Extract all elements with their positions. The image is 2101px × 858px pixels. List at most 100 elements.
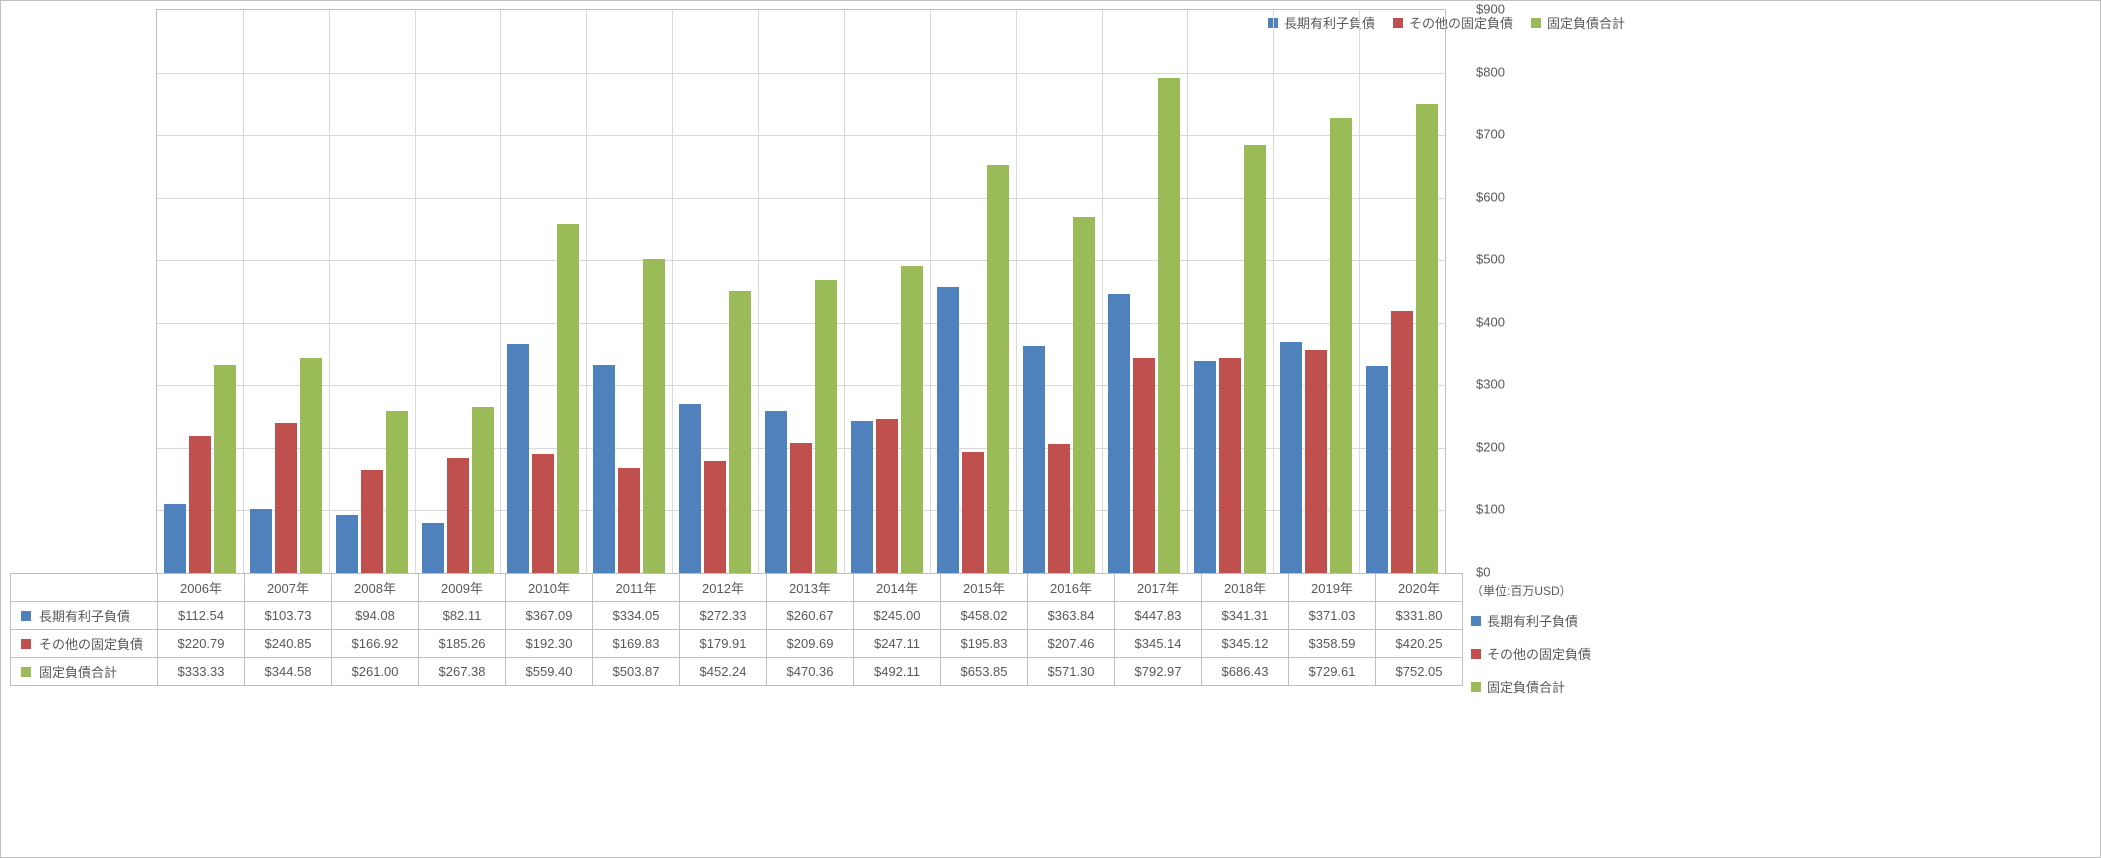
bar: [1280, 342, 1302, 574]
legend-item: 固定負債合計: [1531, 13, 1625, 32]
y-axis-unit-label: （単位:百万USD）: [1471, 582, 1572, 599]
table-cell: $179.91: [680, 630, 767, 658]
legend-item: 長期有利子負債: [1471, 611, 1591, 630]
data-table: 2006年2007年2008年2009年2010年2011年2012年2013年…: [10, 573, 1463, 686]
category-separator: [672, 10, 673, 574]
table-cell: $195.83: [941, 630, 1028, 658]
legend-swatch: [1471, 649, 1481, 659]
y-tick-label: $500: [1476, 252, 1536, 267]
bar: [987, 165, 1009, 574]
legend-swatch: [1471, 682, 1481, 692]
bar: [815, 280, 837, 574]
bars-layer: [157, 10, 1445, 574]
y-tick-label: $100: [1476, 502, 1536, 517]
bar: [532, 454, 554, 574]
table-cell: $344.58: [245, 658, 332, 686]
table-column-header: 2019年: [1289, 574, 1376, 602]
table-row: その他の固定負債$220.79$240.85$166.92$185.26$192…: [11, 630, 1463, 658]
bar: [472, 407, 494, 574]
table-cell: $345.12: [1202, 630, 1289, 658]
legend-label: 固定負債合計: [1547, 13, 1625, 32]
plot-area: [156, 9, 1446, 574]
bar: [1391, 311, 1413, 574]
table-cell: $334.05: [593, 602, 680, 630]
bar: [1133, 358, 1155, 574]
bar: [250, 509, 272, 574]
bar: [336, 515, 358, 574]
table-cell: $653.85: [941, 658, 1028, 686]
table-cell: $247.11: [854, 630, 941, 658]
category-separator: [844, 10, 845, 574]
table-cell: $103.73: [245, 602, 332, 630]
bar: [447, 458, 469, 574]
table-column-header: 2013年: [767, 574, 854, 602]
table-column-header: 2006年: [158, 574, 245, 602]
bar: [1023, 346, 1045, 574]
bar: [1073, 217, 1095, 574]
table-cell: $112.54: [158, 602, 245, 630]
bar: [1305, 350, 1327, 574]
table-cell: $192.30: [506, 630, 593, 658]
table-column-header: 2007年: [245, 574, 332, 602]
bar: [1108, 294, 1130, 574]
bar: [790, 443, 812, 574]
table-column-header: 2016年: [1028, 574, 1115, 602]
bar: [1219, 358, 1241, 574]
table-row: 長期有利子負債$112.54$103.73$94.08$82.11$367.09…: [11, 602, 1463, 630]
bar: [1048, 444, 1070, 574]
table-cell: $82.11: [419, 602, 506, 630]
bar: [386, 411, 408, 574]
table-column-header: 2015年: [941, 574, 1028, 602]
table-column-header: 2018年: [1202, 574, 1289, 602]
table-column-header: 2012年: [680, 574, 767, 602]
table-cell: $492.11: [854, 658, 941, 686]
table-cell: $792.97: [1115, 658, 1202, 686]
table-cell: $686.43: [1202, 658, 1289, 686]
legend-right: 長期有利子負債その他の固定負債固定負債合計: [1471, 611, 1591, 696]
table-cell: $447.83: [1115, 602, 1202, 630]
table-row-header: その他の固定負債: [11, 630, 158, 658]
table-cell: $272.33: [680, 602, 767, 630]
legend-item: その他の固定負債: [1471, 644, 1591, 663]
bar: [214, 365, 236, 574]
bar: [679, 404, 701, 574]
legend-label: 長期有利子負債: [1487, 611, 1578, 630]
chart-container: 長期有利子負債その他の固定負債固定負債合計 $0$100$200$300$400…: [0, 0, 2101, 858]
table-cell: $729.61: [1289, 658, 1376, 686]
table-column-header: 2020年: [1376, 574, 1463, 602]
legend-swatch: [21, 667, 31, 677]
bar: [593, 365, 615, 574]
table-cell: $267.38: [419, 658, 506, 686]
bar: [1194, 361, 1216, 575]
table-row-header: 長期有利子負債: [11, 602, 158, 630]
y-tick-label: $600: [1476, 189, 1536, 204]
bar: [189, 436, 211, 574]
bar: [937, 287, 959, 574]
bar: [618, 468, 640, 574]
bar: [643, 259, 665, 574]
table-cell: $367.09: [506, 602, 593, 630]
bar: [901, 266, 923, 574]
table-cell: $571.30: [1028, 658, 1115, 686]
table-row: 固定負債合計$333.33$344.58$261.00$267.38$559.4…: [11, 658, 1463, 686]
category-separator: [243, 10, 244, 574]
table-column-header: 2011年: [593, 574, 680, 602]
table-cell: $220.79: [158, 630, 245, 658]
table-cell: $207.46: [1028, 630, 1115, 658]
table-cell: $331.80: [1376, 602, 1463, 630]
table-column-header: 2008年: [332, 574, 419, 602]
category-separator: [586, 10, 587, 574]
category-separator: [415, 10, 416, 574]
legend-swatch: [1471, 616, 1481, 626]
bar: [361, 470, 383, 574]
category-separator: [1102, 10, 1103, 574]
bar: [557, 224, 579, 574]
bar: [876, 419, 898, 574]
category-separator: [1359, 10, 1360, 574]
category-separator: [500, 10, 501, 574]
category-separator: [1273, 10, 1274, 574]
y-tick-label: $800: [1476, 64, 1536, 79]
category-separator: [930, 10, 931, 574]
bar: [851, 421, 873, 574]
table-cell: $185.26: [419, 630, 506, 658]
